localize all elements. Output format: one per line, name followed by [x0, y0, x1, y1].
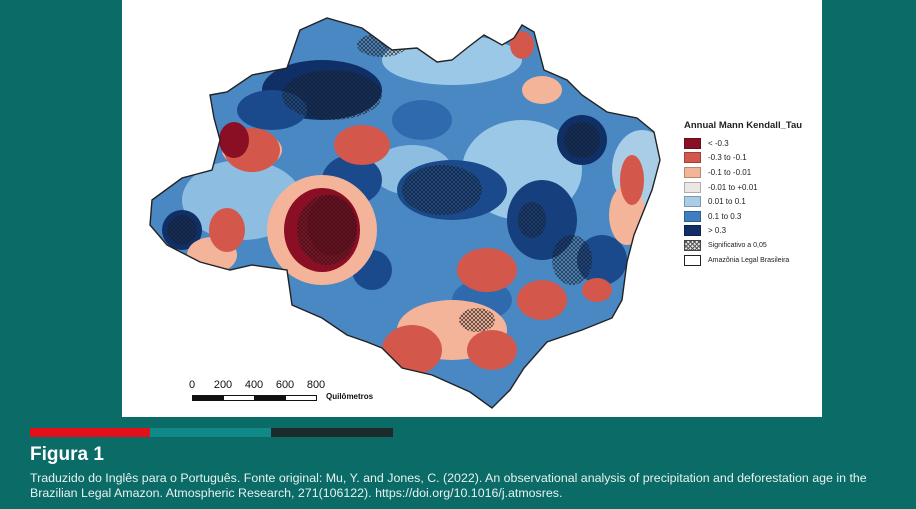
accent-stripe-teal	[150, 428, 271, 437]
scale-segment	[223, 395, 255, 401]
amazon-trend-map	[149, 17, 661, 409]
scale-segment	[192, 395, 224, 401]
map-legend: Annual Mann Kendall_Tau < -0.3 -0.3 to -…	[684, 120, 819, 267]
legend-label: Amazônia Legal Brasileira	[708, 256, 790, 264]
legend-item: < -0.3	[684, 136, 819, 151]
accent-stripe-dark	[271, 428, 393, 437]
legend-label: -0.01 to +0.01	[708, 182, 758, 192]
legend-item: 0.01 to 0.1	[684, 194, 819, 209]
scale-tick: 400	[244, 379, 264, 391]
legend-item: -0.3 to -0.1	[684, 151, 819, 166]
legend-label: > 0.3	[708, 226, 727, 236]
legend-swatch	[684, 210, 701, 222]
hatch-swatch	[684, 239, 701, 251]
legend-item: -0.1 to -0.01	[684, 165, 819, 180]
legend-label: 0.1 to 0.3	[708, 211, 742, 221]
legend-label: -0.3 to -0.1	[708, 153, 747, 163]
legend-label: < -0.3	[708, 138, 729, 148]
legend-swatch	[684, 225, 701, 237]
legend-item-boundary: Amazônia Legal Brasileira	[684, 253, 819, 268]
legend-label: -0.1 to -0.01	[708, 167, 752, 177]
outline-swatch	[684, 254, 701, 266]
scale-unit: Quilômetros	[326, 392, 374, 401]
legend-title: Annual Mann Kendall_Tau	[684, 120, 803, 131]
figure-panel: Annual Mann Kendall_Tau < -0.3 -0.3 to -…	[122, 0, 822, 417]
caption-title: Figura 1	[30, 444, 104, 465]
legend-swatch	[684, 152, 701, 164]
legend-swatch	[684, 196, 701, 208]
legend-item: 0.1 to 0.3	[684, 209, 819, 224]
legend-label: 0.01 to 0.1	[708, 197, 746, 207]
legend-swatch	[684, 181, 701, 193]
legend-item-significance: Significativo a 0,05	[684, 238, 819, 253]
scale-tick: 600	[275, 379, 295, 391]
scale-segment	[285, 395, 317, 401]
scale-segment	[254, 395, 286, 401]
scale-bar: 0 200 400 600 800 Quilômetros	[186, 379, 446, 409]
legend-item: -0.01 to +0.01	[684, 180, 819, 195]
significance-hatching	[167, 33, 600, 332]
accent-stripe-red	[30, 428, 150, 437]
legend-swatch	[684, 166, 701, 178]
legend-label: Significativo a 0,05	[708, 241, 767, 249]
caption-text: Traduzido do Inglês para o Português. Fo…	[30, 471, 867, 500]
scale-tick: 200	[213, 379, 233, 391]
scale-tick: 0	[188, 379, 196, 391]
scale-tick: 800	[306, 379, 326, 391]
legend-swatch	[684, 137, 701, 149]
legend-item: > 0.3	[684, 224, 819, 239]
